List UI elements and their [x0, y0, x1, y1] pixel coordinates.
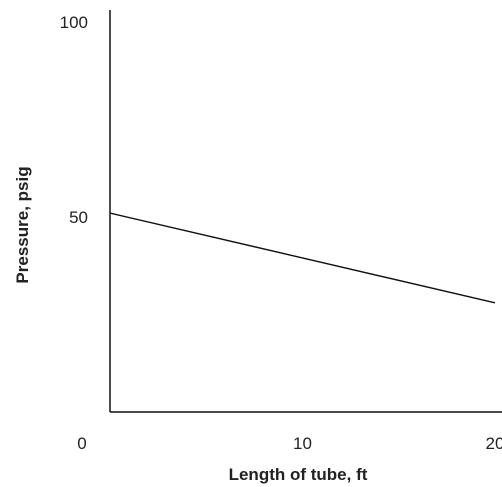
y-tick-label: 100	[60, 13, 88, 32]
y-tick-label: 50	[69, 208, 88, 227]
series-layer	[109, 212, 496, 304]
series-line-0	[109, 212, 496, 304]
x-tick-label: 20	[486, 434, 502, 453]
tick-labels: 0 10 20 50 100	[60, 13, 502, 453]
y-axis-title: Pressure, psig	[13, 166, 32, 283]
x-axis-title: Length of tube, ft	[229, 465, 368, 484]
x-tick-label: 10	[293, 434, 312, 453]
x-tick-label: 0	[77, 434, 86, 453]
axes	[109, 10, 502, 413]
